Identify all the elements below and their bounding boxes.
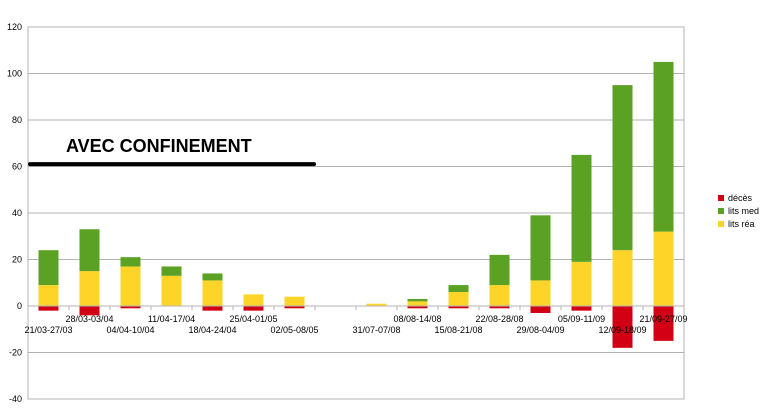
legend-label: lits réa xyxy=(728,219,755,229)
bar-segment xyxy=(202,306,223,311)
axis-layer: -40 -20 0 20 40 60 80 100 120 21/03-27/0328/03-03… xyxy=(7,22,688,404)
x-tick-label: 21/03-27/03 xyxy=(24,325,72,335)
bar-segment xyxy=(38,285,59,306)
bar-segment xyxy=(161,266,182,276)
bar-segment xyxy=(120,306,141,309)
bar-segment xyxy=(79,271,100,306)
x-tick-label: 11/04-17/04 xyxy=(148,314,195,324)
bar-segment xyxy=(448,292,469,306)
bar-segment xyxy=(407,299,428,302)
legend-swatch xyxy=(718,195,724,201)
bar-segment xyxy=(38,250,59,286)
x-tick-label: 25/04-01/05 xyxy=(229,314,277,324)
bar-segment xyxy=(448,306,469,309)
bar-segment xyxy=(38,306,59,311)
x-tick-label: 08/08-14/08 xyxy=(393,314,441,324)
bar-segment xyxy=(407,306,428,309)
bar-segment xyxy=(366,303,387,306)
bar-segment xyxy=(79,306,100,316)
y-tick-label: 0 xyxy=(17,301,22,311)
y-tick-label: 100 xyxy=(7,69,22,79)
bar-segment xyxy=(79,229,100,272)
legend-label: décès xyxy=(728,193,753,203)
x-tick-label: 28/03-03/04 xyxy=(65,314,113,324)
bar-segment xyxy=(530,306,551,313)
legend-swatch xyxy=(718,221,724,227)
x-tick-label: 31/07-07/08 xyxy=(352,325,400,335)
bar-segment xyxy=(612,250,633,306)
y-tick-label: -40 xyxy=(9,394,22,404)
bar-segment xyxy=(571,306,592,311)
y-tick-label: 120 xyxy=(7,22,22,32)
x-tick-label: 29/08-04/09 xyxy=(516,325,564,335)
legend: décès lits med lits réa xyxy=(718,193,759,229)
x-tick-label: 04/04-10/04 xyxy=(106,325,154,335)
x-tick-label: 05/09-11/09 xyxy=(558,314,605,324)
legend-swatch xyxy=(718,208,724,214)
bar-segment xyxy=(489,306,510,309)
confinement-label: AVEC CONFINEMENT xyxy=(66,136,252,156)
bar-segment xyxy=(653,231,674,306)
x-tick-label: 22/08-28/08 xyxy=(475,314,523,324)
bar-segment xyxy=(243,294,264,306)
bar-segment xyxy=(612,85,633,251)
bar-segment xyxy=(653,61,674,232)
bar-segment xyxy=(530,215,551,281)
y-tick-label: 40 xyxy=(12,208,22,218)
bar-segment xyxy=(407,301,428,306)
bar-segment xyxy=(612,306,633,348)
x-tick-label: 18/04-24/04 xyxy=(188,325,236,335)
bar-layer xyxy=(38,61,674,348)
bar-segment xyxy=(284,296,305,306)
bar-segment xyxy=(489,254,510,286)
y-tick-label: 60 xyxy=(12,162,22,172)
plot-frame xyxy=(27,26,685,400)
annotation-layer: AVEC CONFINEMENT xyxy=(28,136,316,167)
x-tick-label: 02/05-08/05 xyxy=(270,325,318,335)
bar-segment xyxy=(202,280,223,306)
bar-segment xyxy=(571,154,592,262)
bar-segment xyxy=(653,306,674,341)
bar-segment xyxy=(243,306,264,311)
bar-segment xyxy=(489,285,510,306)
x-tick-label: 15/08-21/08 xyxy=(434,325,482,335)
bar-segment xyxy=(571,261,592,306)
bar-segment xyxy=(120,266,141,306)
bar-segment xyxy=(448,285,469,293)
bar-segment xyxy=(120,257,141,267)
y-tick-label: 80 xyxy=(12,115,22,125)
x-tick-label: 12/09-18/09 xyxy=(598,325,646,335)
y-tick-label: -20 xyxy=(9,348,22,358)
legend-label: lits med xyxy=(728,206,759,216)
bar-segment xyxy=(161,275,182,306)
bar-segment xyxy=(202,273,223,281)
x-tick-label: 21/09-27/09 xyxy=(639,314,687,324)
y-tick-label: 20 xyxy=(12,255,22,265)
bar-segment xyxy=(284,306,305,309)
bar-segment xyxy=(530,280,551,306)
